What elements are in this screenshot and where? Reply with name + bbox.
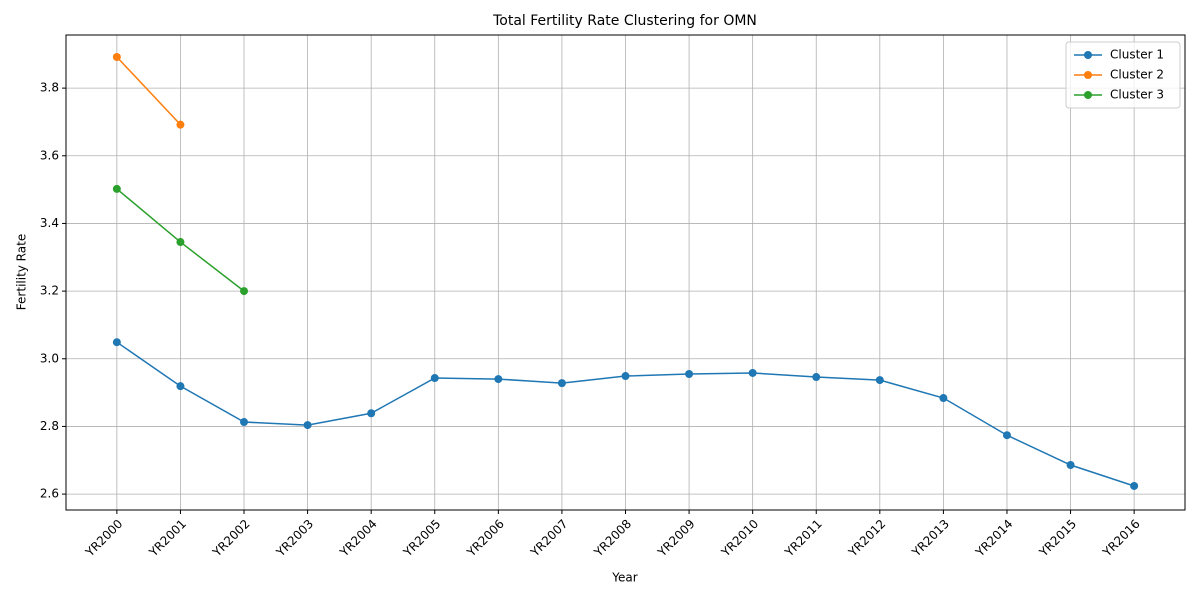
legend: Cluster 1 Cluster 2 Cluster 3 xyxy=(1065,41,1181,109)
y-tick-label: 3.2 xyxy=(40,284,59,298)
x-tick-label: YR2007 xyxy=(527,517,570,560)
point xyxy=(176,382,185,391)
x-tick-label: YR2008 xyxy=(591,517,634,560)
x-tick-label: YR2005 xyxy=(400,517,443,560)
point xyxy=(367,409,376,418)
point xyxy=(1130,481,1139,490)
x-tick-label: YR2011 xyxy=(782,517,825,560)
x-axis-label: Year xyxy=(611,571,637,585)
plot-frame xyxy=(65,34,1186,511)
series-line xyxy=(116,56,181,126)
legend-marker xyxy=(1084,51,1092,59)
point xyxy=(112,52,121,61)
point xyxy=(494,375,503,384)
legend-label: Cluster 1 xyxy=(1110,48,1164,62)
point xyxy=(685,369,694,378)
y-tick-label: 3.4 xyxy=(40,216,59,230)
legend-label: Cluster 3 xyxy=(1110,88,1164,102)
y-tick-label: 2.6 xyxy=(40,487,59,501)
point xyxy=(748,368,757,377)
y-axis-label: Fertility Rate xyxy=(15,234,29,310)
point xyxy=(875,376,884,385)
y-tick-label: 2.8 xyxy=(40,419,59,433)
legend-marker xyxy=(1084,91,1092,99)
point xyxy=(621,372,630,381)
x-tick-label: YR2010 xyxy=(718,517,761,560)
point xyxy=(176,120,185,129)
x-tick-label: YR2006 xyxy=(464,517,507,560)
chart-title: Total Fertility Rate Clustering for OMN xyxy=(492,13,757,29)
point xyxy=(430,374,439,383)
x-tick-label: YR2001 xyxy=(146,517,189,560)
point xyxy=(240,418,249,427)
legend-label: Cluster 2 xyxy=(1110,68,1164,82)
point xyxy=(939,394,948,403)
point xyxy=(557,379,566,388)
point xyxy=(1002,431,1011,440)
x-tick-label: YR2009 xyxy=(654,517,697,560)
x-tick-label: YR2004 xyxy=(336,517,379,560)
legend-box xyxy=(1065,41,1181,109)
point xyxy=(240,287,249,296)
point xyxy=(812,373,821,382)
point xyxy=(303,421,312,430)
x-tick-label: YR2016 xyxy=(1099,517,1142,560)
x-tick-label: YR2015 xyxy=(1036,517,1079,560)
x-tick-label: YR2013 xyxy=(909,517,952,560)
point xyxy=(112,338,121,347)
x-tick-label: YR2012 xyxy=(845,517,888,560)
y-tick-label: 3.0 xyxy=(40,351,59,365)
y-tick-label: 3.8 xyxy=(40,81,59,95)
legend-marker xyxy=(1084,71,1092,79)
point xyxy=(1066,461,1075,470)
point xyxy=(176,238,185,247)
y-tick-label: 3.6 xyxy=(40,148,59,162)
x-tick-label: YR2003 xyxy=(273,517,316,560)
point xyxy=(112,184,121,193)
x-tick-label: YR2014 xyxy=(972,517,1015,560)
x-tick-label: YR2002 xyxy=(209,517,252,560)
x-tick-label: YR2000 xyxy=(82,517,125,560)
